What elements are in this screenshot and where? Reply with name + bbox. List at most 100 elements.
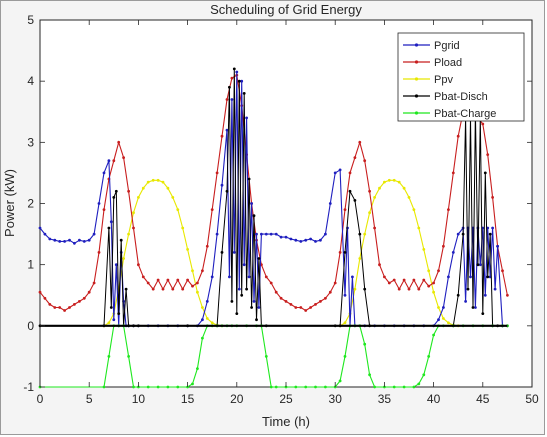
point-pbat-charge bbox=[264, 355, 268, 358]
series-layer bbox=[38, 67, 509, 389]
point-pgrid bbox=[284, 235, 288, 239]
chart-title: Scheduling of Grid Energy bbox=[210, 2, 362, 17]
point-ppv bbox=[432, 290, 435, 294]
legend-marker-ppv bbox=[414, 77, 419, 81]
point-pgrid bbox=[451, 251, 455, 254]
x-tick-label: 20 bbox=[230, 392, 244, 406]
x-tick-label: 30 bbox=[329, 392, 343, 406]
point-pgrid bbox=[496, 244, 499, 248]
point-pbat-charge bbox=[176, 385, 180, 389]
point-pgrid bbox=[82, 240, 86, 243]
y-tick-label: 1 bbox=[27, 258, 34, 272]
point-pload bbox=[427, 284, 431, 288]
point-pload bbox=[87, 290, 91, 294]
point-pload bbox=[191, 284, 194, 288]
point-pgrid bbox=[102, 171, 106, 175]
legend-box bbox=[397, 32, 525, 122]
y-tick-label: -1 bbox=[23, 380, 34, 394]
series-pbat-disch bbox=[38, 67, 509, 328]
point-pbat-disch bbox=[124, 287, 128, 291]
point-pload bbox=[387, 281, 391, 285]
point-pload bbox=[73, 303, 76, 306]
point-pload bbox=[205, 244, 209, 248]
point-ppv bbox=[407, 196, 411, 199]
point-pbat-charge bbox=[107, 355, 111, 358]
point-pgrid bbox=[338, 168, 342, 172]
point-pgrid bbox=[294, 238, 298, 242]
point-pload bbox=[333, 281, 337, 285]
point-pload bbox=[78, 300, 81, 303]
point-pload bbox=[363, 159, 367, 163]
point-pbat-charge bbox=[422, 373, 426, 377]
point-pbat-charge bbox=[146, 385, 150, 389]
point-pload bbox=[166, 278, 170, 282]
point-pgrid bbox=[269, 232, 273, 236]
point-pbat-charge bbox=[427, 355, 431, 358]
point-pload bbox=[63, 309, 66, 312]
point-ppv bbox=[412, 208, 416, 212]
point-pload bbox=[210, 208, 214, 212]
point-ppv bbox=[343, 321, 347, 325]
point-pbat-disch bbox=[228, 85, 231, 89]
point-pbat-disch bbox=[109, 306, 113, 309]
point-ppv bbox=[373, 196, 376, 199]
point-pload bbox=[82, 296, 86, 300]
point-ppv bbox=[132, 211, 135, 215]
point-pload bbox=[353, 156, 357, 160]
point-ppv bbox=[156, 178, 160, 182]
point-pgrid bbox=[474, 306, 477, 309]
point-pload bbox=[383, 275, 386, 279]
point-pbat-disch bbox=[237, 79, 241, 83]
point-pgrid bbox=[464, 300, 467, 303]
x-tick-label: 35 bbox=[378, 392, 392, 406]
point-pbat-disch bbox=[358, 232, 362, 236]
point-pload bbox=[294, 306, 298, 309]
point-pbat-charge bbox=[191, 382, 194, 386]
point-pgrid bbox=[240, 79, 244, 83]
point-pgrid bbox=[235, 70, 239, 74]
point-pgrid bbox=[333, 171, 337, 175]
point-pbat-charge bbox=[412, 385, 416, 389]
point-pload bbox=[146, 281, 150, 285]
legend-label-pbat-charge: Pbat-Charge bbox=[434, 108, 496, 120]
point-pload bbox=[97, 251, 101, 254]
point-ppv bbox=[141, 186, 145, 190]
point-pload bbox=[338, 251, 342, 254]
point-pgrid bbox=[309, 237, 312, 241]
point-pbat-disch bbox=[250, 306, 254, 309]
point-pload bbox=[501, 269, 504, 273]
point-pgrid bbox=[220, 183, 224, 187]
x-tick-label: 15 bbox=[181, 392, 195, 406]
point-pgrid bbox=[483, 293, 487, 297]
point-pgrid bbox=[324, 232, 327, 236]
point-pload bbox=[196, 281, 199, 285]
x-axis-label: Time (h) bbox=[262, 414, 310, 429]
point-pload bbox=[102, 208, 106, 212]
point-pbat-disch bbox=[220, 251, 224, 254]
point-ppv bbox=[442, 317, 445, 320]
x-tick-label: 50 bbox=[525, 392, 539, 406]
point-pgrid bbox=[114, 263, 118, 267]
series-line-pbat-disch bbox=[40, 68, 508, 327]
point-pgrid bbox=[469, 275, 472, 279]
point-pload bbox=[324, 296, 327, 300]
point-pbat-charge bbox=[304, 385, 308, 389]
point-pload bbox=[397, 287, 401, 291]
point-pload bbox=[176, 278, 180, 282]
point-pload bbox=[68, 306, 71, 309]
point-pgrid bbox=[252, 300, 256, 303]
point-pgrid bbox=[442, 306, 445, 309]
point-pbat-charge bbox=[314, 385, 317, 389]
point-pgrid bbox=[437, 318, 440, 322]
point-pbat-charge bbox=[127, 355, 130, 358]
point-pgrid bbox=[304, 238, 308, 242]
point-pgrid bbox=[225, 128, 229, 132]
series-pload bbox=[38, 73, 509, 312]
point-pgrid bbox=[48, 237, 52, 241]
point-pbat-disch bbox=[107, 226, 111, 230]
point-pgrid bbox=[68, 238, 71, 242]
point-pbat-disch bbox=[240, 293, 244, 297]
point-pgrid bbox=[328, 202, 332, 205]
point-pgrid bbox=[232, 251, 236, 254]
series-line-pgrid bbox=[39, 71, 504, 327]
